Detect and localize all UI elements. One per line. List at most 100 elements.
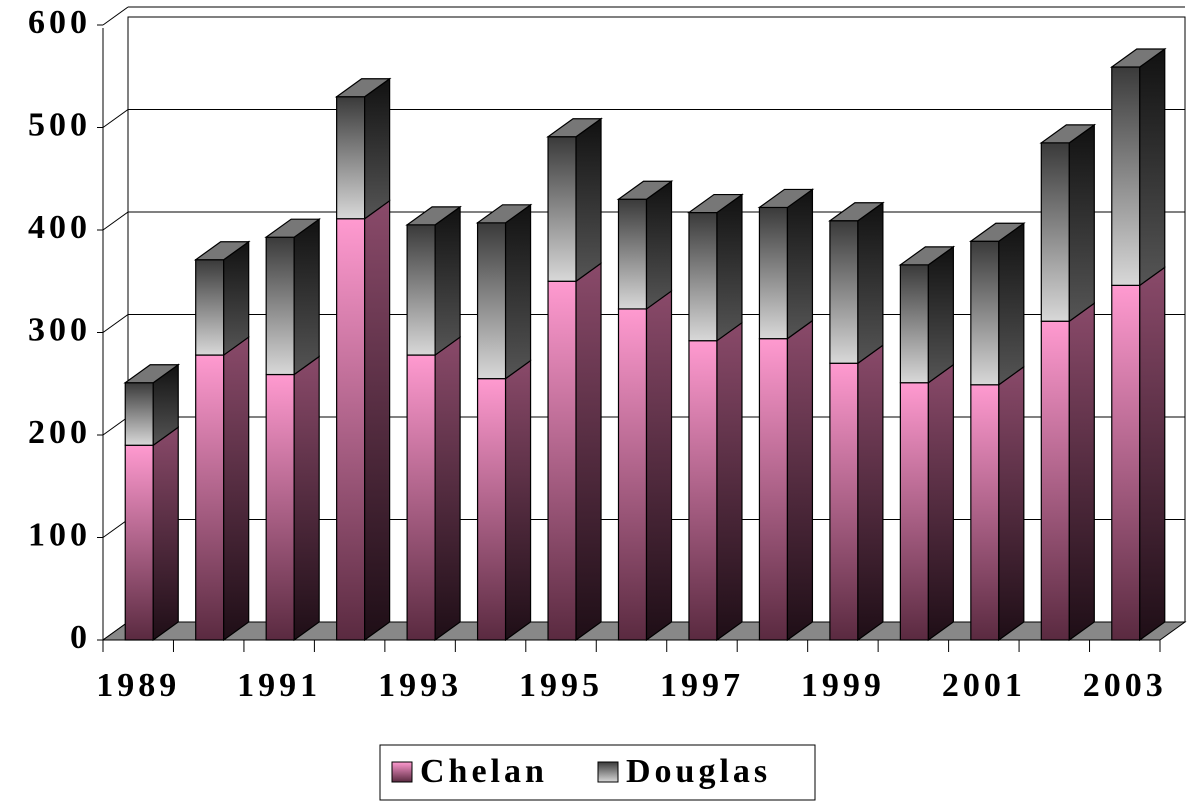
bar-side xyxy=(434,335,461,642)
bar-segment xyxy=(1111,266,1166,642)
bar-side xyxy=(223,335,250,642)
x-tick-label: 1989 xyxy=(96,667,180,704)
bar-top xyxy=(898,246,956,266)
bar-segment xyxy=(1040,302,1095,642)
bar-front xyxy=(124,382,154,446)
bar-segment xyxy=(547,262,602,642)
bar-front xyxy=(547,280,577,641)
bar-segment xyxy=(829,344,884,642)
bar-side xyxy=(434,205,461,357)
bar-side xyxy=(575,117,602,283)
bar-front xyxy=(1040,320,1070,641)
bar-segment xyxy=(546,117,603,283)
x-tick-label: 1995 xyxy=(519,667,603,704)
bar-top xyxy=(264,218,322,238)
bar-segment xyxy=(334,77,392,220)
bar-segment xyxy=(688,321,743,642)
bar-front xyxy=(758,338,789,641)
bar-segment xyxy=(475,203,533,380)
bar-front xyxy=(1111,66,1141,286)
bar-front xyxy=(899,382,929,641)
bar-side xyxy=(716,321,743,642)
bar-segment xyxy=(1039,123,1097,323)
bar-top xyxy=(546,118,603,138)
bar-top xyxy=(1039,124,1097,144)
bar-front xyxy=(617,308,648,641)
grid-line-side xyxy=(102,109,129,128)
bar-front xyxy=(1040,142,1070,322)
bar-segment xyxy=(687,193,744,342)
bar-top xyxy=(616,180,674,200)
grid-line-side xyxy=(102,211,129,231)
bar-front xyxy=(476,222,507,380)
grid-line-side xyxy=(102,314,129,333)
bar-segment xyxy=(193,240,251,357)
bar-front xyxy=(758,206,789,340)
bar-segment xyxy=(617,289,673,642)
grid-line-side xyxy=(102,416,129,436)
bar-front xyxy=(124,444,154,641)
bar-segment xyxy=(195,335,250,642)
bar-side xyxy=(223,240,250,357)
bar-side xyxy=(716,193,743,342)
bar-front xyxy=(617,198,648,310)
bar-side xyxy=(1068,123,1095,323)
bar-front xyxy=(336,96,366,220)
y-tick-label: 600 xyxy=(28,4,91,41)
bar-top xyxy=(968,222,1026,242)
bar-side xyxy=(645,289,673,642)
legend-swatch xyxy=(391,761,413,783)
x-tick-label: 1993 xyxy=(378,667,462,704)
bar-front xyxy=(476,378,507,641)
bar-segment xyxy=(898,245,956,384)
x-tick-label: 1997 xyxy=(660,667,744,704)
x-tick-label: 1999 xyxy=(801,667,885,704)
bar-side xyxy=(504,359,532,642)
bar-front xyxy=(688,340,718,641)
bar-side xyxy=(1139,47,1166,287)
y-tick-label: 100 xyxy=(28,516,91,553)
y-tick-label: 500 xyxy=(28,106,91,143)
bar-segment xyxy=(265,355,320,642)
y-tick-label: 300 xyxy=(28,311,91,348)
bar-top xyxy=(757,188,815,209)
bar-side xyxy=(998,222,1025,386)
bar-segment xyxy=(405,205,462,357)
bar-front xyxy=(547,136,577,282)
bar-front xyxy=(899,264,929,384)
bar-front xyxy=(829,220,859,364)
bar-front xyxy=(265,236,295,376)
bar-side xyxy=(152,426,179,642)
bar-front xyxy=(195,259,225,356)
legend-label: Douglas xyxy=(626,753,771,790)
bar-side xyxy=(1139,266,1166,642)
bar-segment xyxy=(899,363,954,642)
bar-top xyxy=(475,204,533,224)
bar-front xyxy=(406,224,436,356)
x-tick-label: 2003 xyxy=(1083,667,1167,704)
legend-swatch xyxy=(597,761,619,783)
y-tick-label: 400 xyxy=(28,209,91,246)
bar-side xyxy=(786,319,814,642)
bar-side xyxy=(293,218,320,376)
bar-segment xyxy=(124,426,179,642)
bar-front xyxy=(1111,284,1141,641)
bar-segment xyxy=(123,363,181,447)
bar-top xyxy=(193,241,251,261)
bar-top xyxy=(828,202,885,222)
y-tick-label: 200 xyxy=(28,414,91,451)
bar-top xyxy=(123,364,181,384)
bar-top xyxy=(687,193,744,214)
bar-top xyxy=(405,206,462,226)
grid-line-side xyxy=(102,519,129,538)
bar-side xyxy=(364,199,391,642)
bar-segment xyxy=(758,319,814,642)
bar-side xyxy=(998,365,1025,642)
bar-segment xyxy=(264,218,322,376)
bar-segment xyxy=(828,201,885,365)
bar-front xyxy=(829,362,859,641)
bar-front xyxy=(970,384,1000,641)
bar-front xyxy=(336,218,366,641)
bar-front xyxy=(265,373,295,641)
